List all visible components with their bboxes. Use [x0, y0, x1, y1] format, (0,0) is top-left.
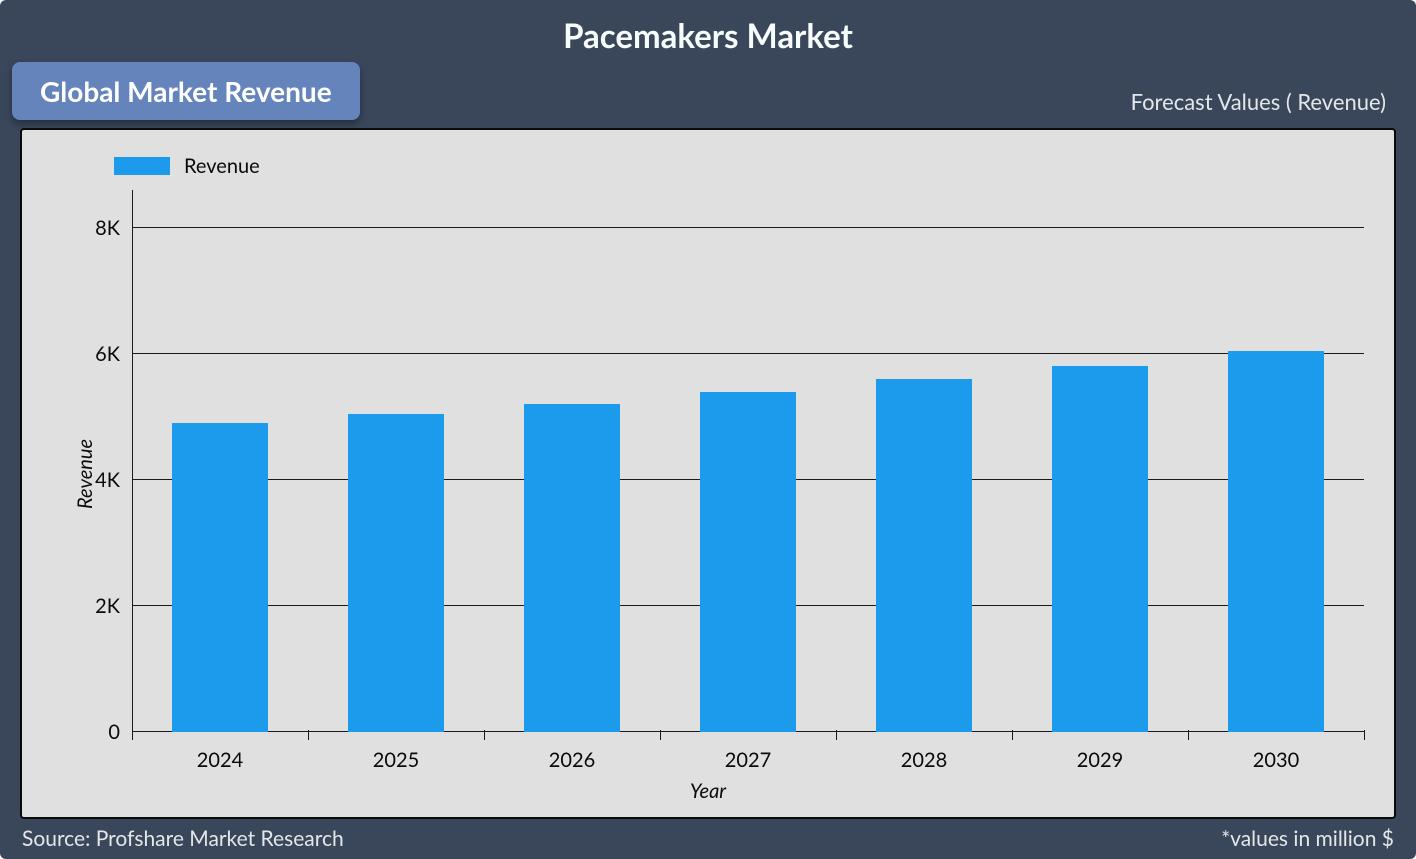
plot-area: 02K4K6K8K	[132, 190, 1364, 732]
legend-label: Revenue	[184, 154, 260, 178]
y-axis-line	[132, 190, 133, 732]
x-tick-label: 2028	[901, 748, 947, 772]
x-tick-label: 2029	[1077, 748, 1123, 772]
legend-swatch	[114, 157, 170, 175]
page-title: Pacemakers Market	[0, 0, 1416, 56]
chart-box: Revenue Revenue Year 02K4K6K8K 202420252…	[20, 128, 1396, 819]
x-tick-label: 2024	[197, 748, 243, 772]
bar	[524, 404, 621, 732]
bar	[348, 414, 445, 732]
x-tick-label: 2026	[549, 748, 595, 772]
footer-source: Source: Profshare Market Research	[22, 826, 344, 851]
y-tick-label: 8K	[95, 216, 120, 240]
bar	[172, 423, 269, 732]
x-tick-label: 2025	[373, 748, 419, 772]
y-tick-label: 4K	[95, 468, 120, 492]
footer-note: *values in million $	[1221, 826, 1394, 851]
revenue-badge: Global Market Revenue	[12, 62, 360, 120]
bar	[700, 392, 797, 732]
x-tick-label: 2027	[725, 748, 771, 772]
chart-legend: Revenue	[114, 154, 260, 178]
x-axis-label: Year	[690, 779, 726, 803]
x-tick-labels: 2024202520262027202820292030	[132, 738, 1364, 768]
bar	[1052, 366, 1149, 732]
chart-card: Pacemakers Market Global Market Revenue …	[0, 0, 1416, 859]
gridline	[132, 353, 1364, 354]
bar	[1228, 351, 1325, 732]
y-tick-label: 0	[108, 720, 120, 744]
x-tick-mark	[1364, 730, 1365, 740]
y-tick-label: 6K	[95, 342, 120, 366]
forecast-label: Forecast Values ( Revenue)	[1131, 88, 1386, 115]
bar	[876, 379, 973, 732]
gridline	[132, 227, 1364, 228]
y-axis-label: Revenue	[73, 438, 97, 508]
y-tick-label: 2K	[95, 594, 120, 618]
x-tick-label: 2030	[1253, 748, 1299, 772]
